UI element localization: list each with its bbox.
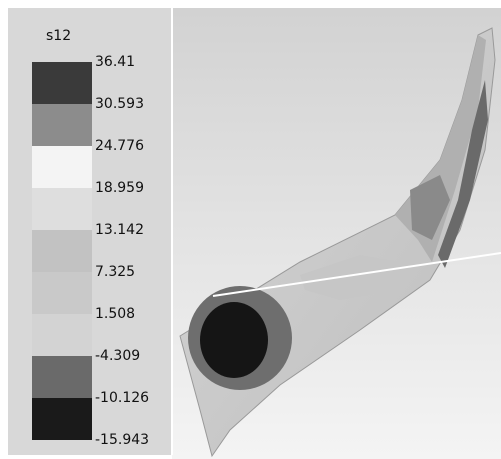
viewport: s12 36.41 30.593 24.776 18.959 13.142 7.325 1.… (0, 0, 501, 459)
legend-label: -10.126 (95, 390, 149, 406)
legend-swatch (32, 230, 92, 272)
legend-swatch (32, 356, 92, 398)
legend-swatch (32, 146, 92, 188)
legend-label: 18.959 (95, 180, 144, 196)
legend-label: 13.142 (95, 222, 144, 238)
legend-label: 7.325 (95, 264, 135, 280)
legend-swatch (32, 104, 92, 146)
legend-swatch (32, 272, 92, 314)
legend-label: 1.508 (95, 306, 135, 322)
legend-label: 36.41 (95, 54, 135, 70)
legend-label: 24.776 (95, 138, 144, 154)
legend-swatch (32, 62, 92, 104)
legend-label: -4.309 (95, 348, 140, 364)
blade-darkest-zone (200, 302, 268, 378)
screenshot: s12 36.41 30.593 24.776 18.959 13.142 7.325 1.… (0, 0, 501, 459)
legend-title: s12 (46, 28, 71, 44)
legend-label: 30.593 (95, 96, 144, 112)
legend-swatch (32, 314, 92, 356)
legend-swatch (32, 188, 92, 230)
legend-label: -15.943 (95, 432, 149, 448)
legend-swatch (32, 398, 92, 440)
